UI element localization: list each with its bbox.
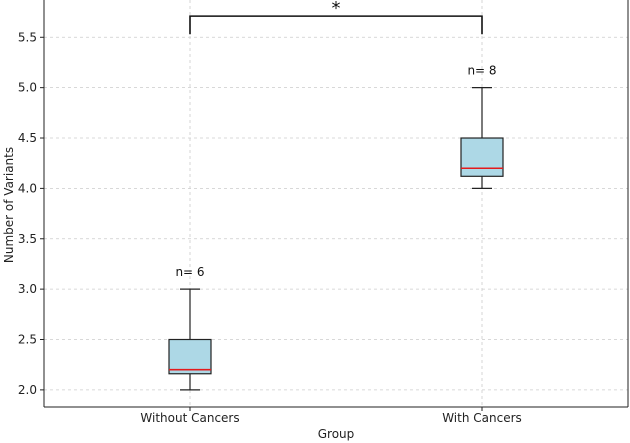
- n-label: n= 8: [467, 64, 496, 78]
- axes-layer: 2.0 2.5 3.0 3.5 4.0 4.5 5.0 5.5 Without Cancers W…: [18, 0, 629, 425]
- n-label: n= 6: [175, 265, 204, 279]
- significance-star: *: [332, 0, 341, 19]
- x-tick-label: With Cancers: [442, 411, 522, 425]
- boxes-layer: n= 6 n= 8: [168, 64, 504, 391]
- iqr-box: [168, 338, 212, 375]
- y-tick-label: 2.0: [18, 383, 37, 397]
- x-tick-label: Without Cancers: [140, 411, 239, 425]
- y-axis-title: Number of Variants: [2, 147, 16, 263]
- grid-layer: [44, 0, 628, 407]
- annotation-layer: *: [189, 0, 483, 35]
- y-tick-label: 5.0: [18, 81, 37, 95]
- y-tick-label: 4.0: [18, 181, 37, 195]
- y-tick-label: 2.5: [18, 333, 37, 347]
- y-tick-label: 5.5: [18, 30, 37, 44]
- box-group: n= 6: [168, 265, 212, 391]
- y-tick-label: 3.5: [18, 232, 37, 246]
- x-axis-title: Group: [318, 427, 355, 441]
- y-tick-label: 3.0: [18, 282, 37, 296]
- iqr-box: [460, 137, 504, 177]
- box-group: n= 8: [460, 64, 504, 189]
- y-tick-label: 4.5: [18, 131, 37, 145]
- significance-bracket: [189, 15, 483, 35]
